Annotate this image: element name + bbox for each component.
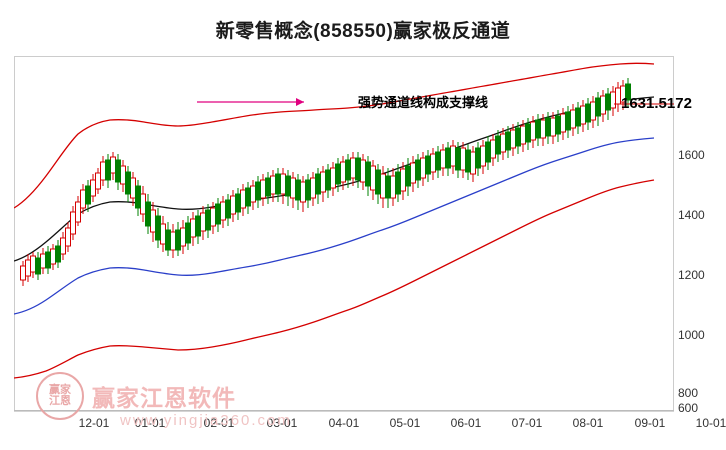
watermark-url: www.yingjia360.com bbox=[120, 412, 292, 429]
x-tick-0: 12-01 bbox=[78, 416, 110, 430]
band-upper-line bbox=[14, 62, 655, 209]
annotation-support-line: 强势通道线构成支撑线 bbox=[358, 95, 489, 110]
y-tick-800: 800 bbox=[678, 386, 699, 400]
x-tick-2: 02-01 bbox=[203, 416, 235, 430]
x-tick-1: 01-01 bbox=[134, 416, 166, 430]
x-tick-7: 07-01 bbox=[511, 416, 543, 430]
y-tick-1000: 1000 bbox=[678, 328, 705, 342]
watermark: 赢家 江恩 赢家江恩软件 bbox=[36, 372, 236, 420]
plot-area: 1600 1400 1200 1000 800 600 12-01 01-01 … bbox=[14, 56, 726, 430]
x-tick-3: 03-01 bbox=[266, 416, 298, 430]
last-price-label: 1631.5172 bbox=[621, 95, 692, 112]
x-tick-9: 09-01 bbox=[634, 416, 666, 430]
x-tick-4: 04-01 bbox=[328, 416, 360, 430]
y-tick-600: 600 bbox=[678, 401, 699, 415]
candlestick-series bbox=[20, 78, 631, 286]
chart-svg bbox=[14, 56, 674, 412]
band-strong-line bbox=[14, 137, 655, 315]
candle bbox=[20, 80, 626, 286]
annotation-arrow bbox=[296, 98, 304, 106]
x-tick-10: 10-01 bbox=[695, 416, 726, 430]
x-tick-6: 06-01 bbox=[450, 416, 482, 430]
x-tick-8: 08-01 bbox=[572, 416, 604, 430]
watermark-seal-line2: 江恩 bbox=[49, 395, 71, 407]
watermark-brand: 赢家江恩软件 bbox=[92, 385, 236, 411]
band-lower-line bbox=[14, 179, 655, 379]
watermark-seal-icon: 赢家 江恩 bbox=[36, 372, 84, 420]
watermark-seal-line1: 赢家 bbox=[49, 384, 71, 396]
y-tick-1600: 1600 bbox=[678, 148, 705, 162]
x-tick-5: 05-01 bbox=[389, 416, 421, 430]
y-tick-1400: 1400 bbox=[678, 208, 705, 222]
y-tick-1200: 1200 bbox=[678, 268, 705, 282]
chart-title: 新零售概念(858550)赢家极反通道 bbox=[215, 21, 511, 42]
